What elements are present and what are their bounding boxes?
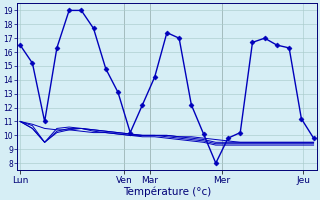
X-axis label: Température (°c): Température (°c) xyxy=(123,186,211,197)
